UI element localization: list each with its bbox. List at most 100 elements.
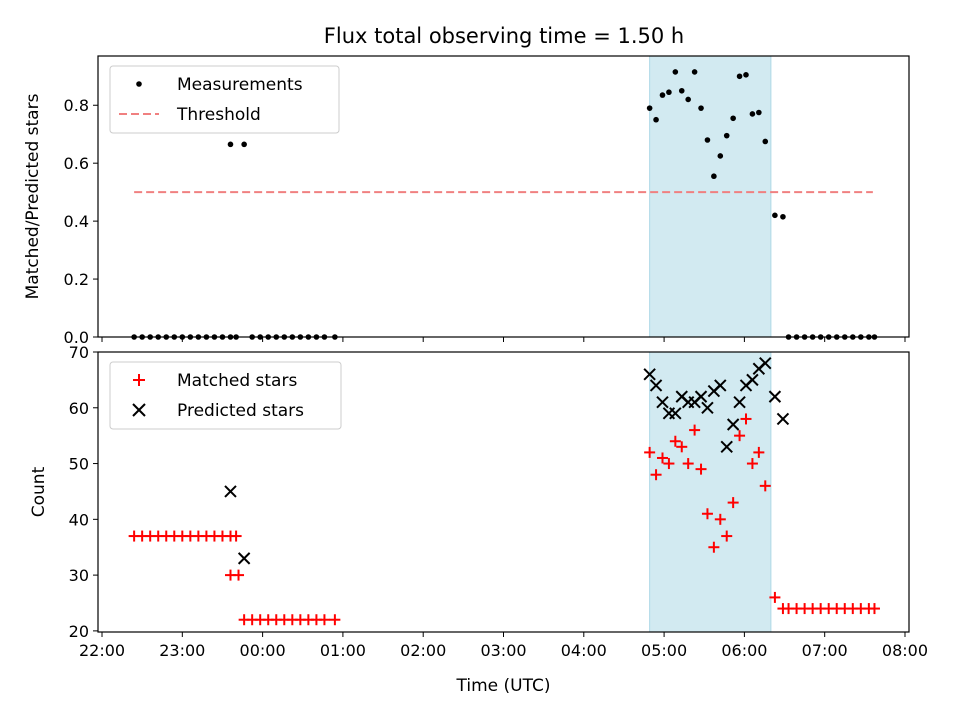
chart-title: Flux total observing time = 1.50 h [324, 24, 684, 48]
matched-star-point [721, 530, 733, 542]
matched-star-point [746, 458, 758, 470]
measurement-point [672, 69, 679, 75]
measurement-point [227, 141, 234, 148]
predicted-star-point [669, 407, 682, 420]
predicted-star-point [759, 356, 772, 370]
bottom-y-tick-label: 40 [69, 510, 89, 529]
bottom-legend-box [109, 361, 342, 430]
matched-star-point [230, 530, 242, 542]
matched-star-point [769, 591, 781, 603]
matched-star-point [714, 513, 726, 525]
predicted-star-point [714, 379, 727, 392]
matched-star-point [868, 603, 880, 615]
predicted-star-point [768, 390, 782, 403]
x-tick-label: 22:00 [79, 641, 125, 660]
top-y-tick-label: 0.6 [64, 154, 89, 173]
matched-star-point [759, 480, 771, 492]
legend-matched-marker [133, 374, 145, 386]
measurement-point [704, 137, 711, 143]
bottom-y-axis-label: Count [29, 466, 49, 517]
predicted-star-point [643, 368, 656, 381]
top-y-tick-label: 0.0 [64, 328, 89, 347]
matched-star-point [650, 469, 662, 481]
measurement-point [717, 153, 724, 159]
x-tick-label: 05:00 [641, 641, 687, 660]
legend-predicted-label: Predicted stars [177, 401, 304, 421]
matched-star-point [701, 508, 713, 520]
legend-predicted-marker [132, 403, 146, 417]
top-y-ticks: 0.0 0.2 0.4 0.6 0.8 [64, 96, 98, 347]
bottom-legend: Matched stars Predicted stars [109, 361, 342, 430]
x-tick-label: 03:00 [480, 641, 526, 660]
measurement-point [666, 89, 672, 96]
measurement-point [241, 141, 247, 148]
predicted-star-point [237, 552, 251, 565]
legend-measurements-marker [136, 81, 142, 87]
x-tick-label: 06:00 [721, 641, 767, 660]
predicted-star-point [224, 485, 237, 498]
bottom-y-tick-label: 50 [69, 455, 89, 474]
predicted-star-point [746, 373, 759, 387]
predicted-star-point [649, 379, 663, 392]
legend-threshold-label: Threshold [176, 105, 261, 125]
measurement-point [736, 73, 743, 80]
measurement-point [659, 92, 666, 98]
matched-star-point [740, 413, 752, 425]
top-y-tick-label: 0.2 [64, 270, 89, 289]
predicted-star-point [656, 395, 669, 409]
x-tick-label: 07:00 [802, 641, 848, 660]
measurement-point [723, 132, 730, 139]
top-y-tick-label: 0.8 [64, 96, 89, 115]
predicted-series [224, 356, 790, 565]
matched-star-point [644, 446, 656, 458]
bottom-y-tick-label: 60 [69, 399, 89, 418]
top-y-tick-label: 0.4 [64, 212, 89, 231]
bottom-y-tick-label: 30 [69, 566, 89, 585]
top-shaded-interval [649, 55, 772, 338]
predicted-star-point [694, 390, 708, 403]
predicted-star-point [720, 440, 733, 454]
measurement-point [646, 105, 653, 111]
legend-measurements-label: Measurements [177, 75, 303, 95]
measurement-point [780, 213, 786, 220]
matched-star-point [663, 458, 675, 470]
x-tick-label: 04:00 [561, 641, 607, 660]
top-x-ticks [101, 337, 906, 342]
bottom-y-tick-label: 70 [69, 343, 89, 362]
matched-star-point [727, 497, 739, 509]
measurement-point [711, 173, 717, 180]
x-tick-label: 01:00 [320, 641, 366, 660]
bottom-y-ticks: 20 30 40 50 60 70 [69, 343, 98, 641]
measurement-point [653, 116, 659, 123]
x-axis-label: Time (UTC) [456, 676, 551, 696]
top-legend: Measurements Threshold [109, 65, 340, 134]
predicted-star-point [726, 418, 740, 431]
matched-star-point [753, 446, 765, 458]
matched-star-point [318, 614, 330, 626]
bottom-x-ticks: 22:00 23:00 00:00 01:00 02:00 03:00 04:00 05:00… [79, 632, 928, 660]
bottom-panel: 20 30 40 50 60 70 22:00 23:00 00:00 01:00 02:00 03… [29, 343, 928, 696]
top-panel: 0.00.20.40.60.8 Matched/Predicted stars … [23, 55, 910, 347]
matched-star-point [233, 569, 245, 581]
predicted-star-point [733, 395, 746, 409]
bottom-y-tick-label: 20 [69, 622, 89, 641]
measurement-point [691, 69, 698, 75]
matched-star-point [708, 541, 720, 553]
matched-star-point [669, 435, 681, 447]
matched-star-point [689, 424, 701, 436]
matched-star-point [656, 452, 668, 464]
top-y-axis-label: Matched/Predicted stars [23, 93, 43, 299]
measurement-point [756, 109, 762, 116]
measurement-point [685, 96, 691, 103]
x-tick-label: 02:00 [400, 641, 446, 660]
legend-matched-label: Matched stars [177, 371, 297, 391]
matched-star-point [734, 430, 746, 442]
measurement-point [678, 87, 685, 94]
matched-star-point [676, 441, 688, 453]
x-tick-label: 00:00 [240, 641, 286, 660]
predicted-star-point [776, 412, 790, 426]
top-legend-box [109, 65, 340, 134]
measurement-point [772, 212, 778, 219]
measurement-point [743, 72, 749, 78]
